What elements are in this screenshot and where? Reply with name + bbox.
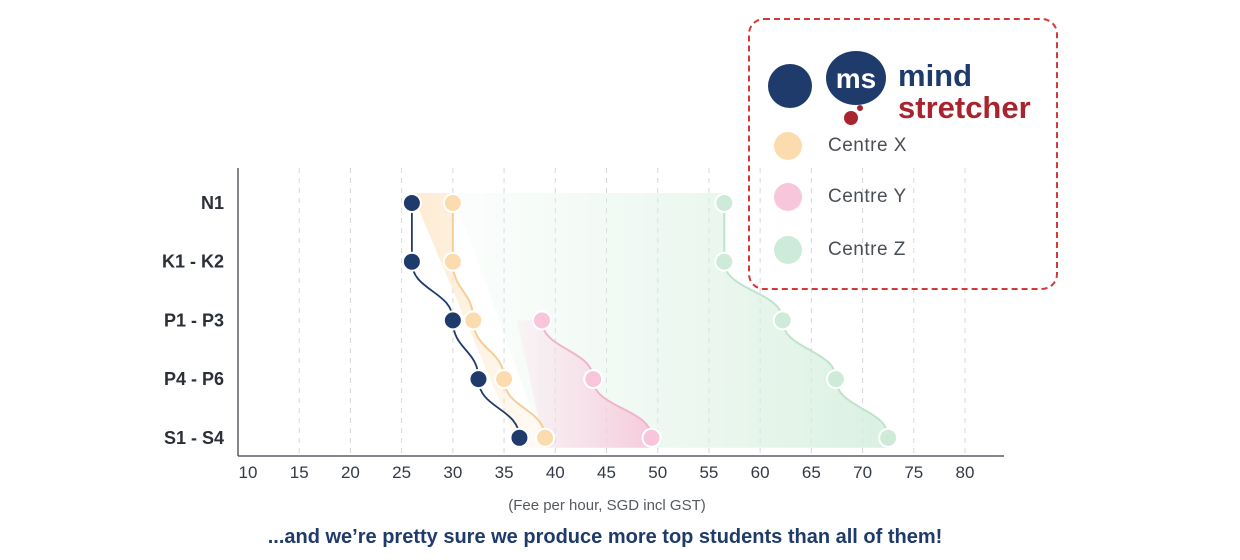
x-tick-label: 20 [341, 463, 360, 482]
point-centre-x [494, 369, 515, 390]
mind-stretcher-logo: ms mind stretcher [826, 51, 1031, 125]
legend: ms mind stretcher Centre X Centre Y Cent… [748, 18, 1058, 290]
x-tick-label: 65 [802, 463, 821, 482]
logo-line2: stretcher [898, 90, 1031, 125]
x-tick-label: 50 [648, 463, 667, 482]
legend-item-centre-z: Centre Z [774, 236, 906, 264]
x-tick-label: 35 [495, 463, 514, 482]
x-tick-label: 10 [239, 463, 258, 482]
x-tick-label: 45 [597, 463, 616, 482]
point-centre-z [772, 310, 793, 331]
legend-brand-dot [768, 64, 812, 108]
legend-swatch-centre-z [774, 236, 802, 264]
point-centre-z [714, 193, 735, 213]
legend-item-centre-x: Centre X [774, 132, 907, 160]
x-tick-label: 70 [853, 463, 872, 482]
y-tick-label: S1 - S4 [164, 428, 224, 448]
point-centre-x [442, 251, 463, 272]
point-centre-x [463, 310, 484, 331]
x-axis-label: (Fee per hour, SGD incl GST) [508, 497, 706, 514]
y-tick-label: N1 [201, 193, 224, 213]
point-mind-stretcher [442, 310, 463, 331]
logo-line1: mind [898, 58, 972, 93]
legend-label-centre-z: Centre Z [828, 239, 906, 260]
point-centre-y [583, 369, 604, 390]
x-tick-label: 15 [290, 463, 309, 482]
x-tick-label: 60 [751, 463, 770, 482]
point-mind-stretcher [401, 193, 422, 213]
legend-swatch-centre-x [774, 132, 802, 160]
point-centre-y [641, 427, 662, 448]
point-mind-stretcher [509, 427, 530, 448]
point-centre-z [714, 251, 735, 272]
axes: 10 15 20 25 30 35 40 45 50 55 60 65 70 75 80 N1 K1 - K2 P… [162, 168, 1004, 482]
y-tick-label: P4 - P6 [164, 369, 224, 389]
x-tick-label: 75 [904, 463, 923, 482]
x-tick-label: 25 [392, 463, 411, 482]
point-centre-y [531, 310, 552, 331]
x-tick-label: 80 [956, 463, 975, 482]
y-tick-label: K1 - K2 [162, 252, 224, 272]
point-centre-x [535, 427, 556, 448]
legend-item-centre-y: Centre Y [774, 183, 907, 211]
x-tick-label: 40 [546, 463, 565, 482]
point-centre-x [442, 193, 463, 213]
point-centre-z [825, 369, 846, 390]
point-mind-stretcher [468, 369, 489, 390]
legend-label-centre-y: Centre Y [828, 186, 907, 207]
footer-tagline: ...and we’re pretty sure we produce more… [267, 526, 943, 548]
point-centre-z [878, 427, 899, 448]
data-points [401, 193, 899, 448]
x-tick-label: 30 [443, 463, 462, 482]
y-tick-label: P1 - P3 [164, 310, 224, 330]
area-centre-y [516, 320, 652, 448]
logo-prefix: ms [836, 63, 876, 94]
point-mind-stretcher [401, 251, 422, 272]
legend-label-centre-x: Centre X [828, 135, 907, 156]
x-tick-label: 55 [699, 463, 718, 482]
legend-swatch-centre-y [774, 183, 802, 211]
